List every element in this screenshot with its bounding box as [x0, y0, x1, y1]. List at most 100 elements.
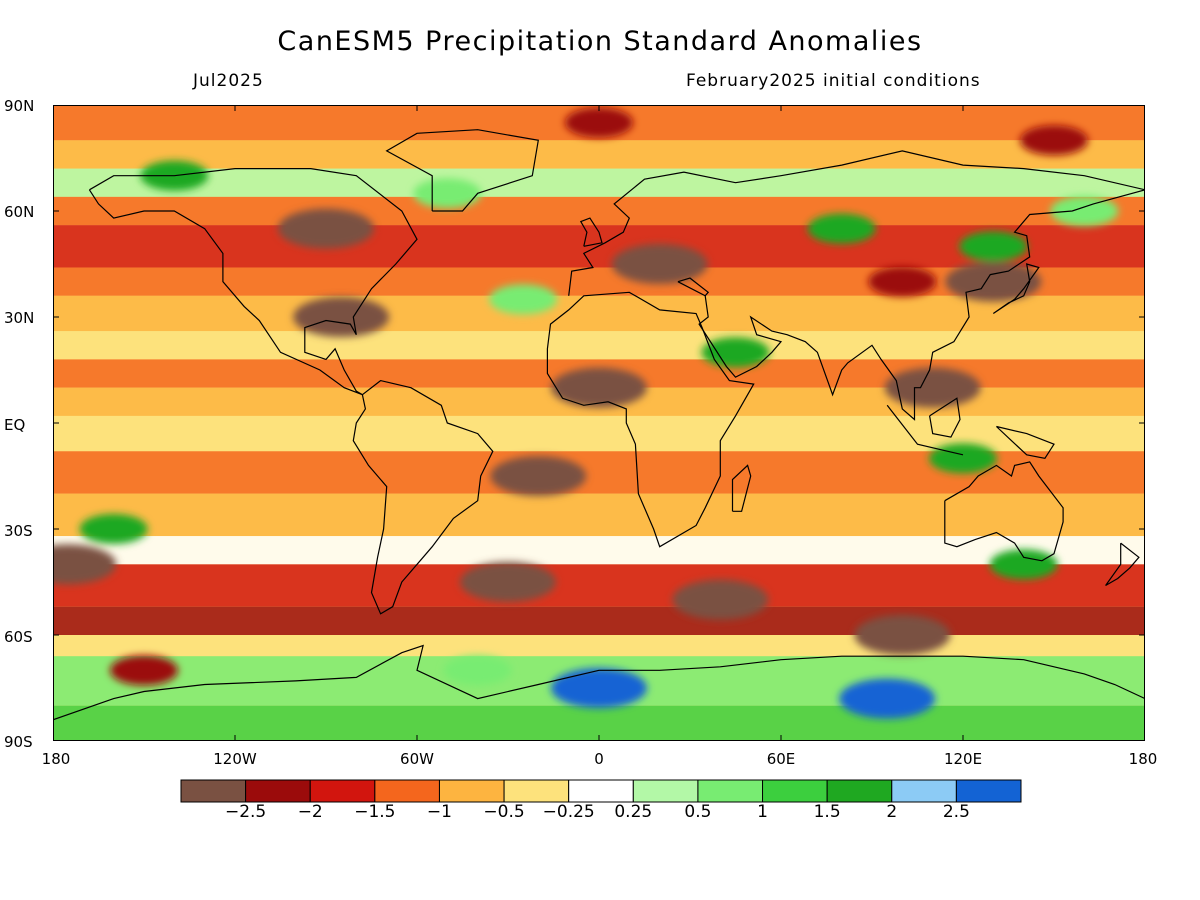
lat-label-60n: 60N — [4, 203, 35, 221]
anomaly-band — [53, 196, 1145, 226]
wet-anomaly-region — [807, 213, 876, 244]
coastlines — [53, 129, 1145, 721]
lon-label-180e: 180 — [1128, 750, 1158, 768]
lon-label-120w: 120W — [213, 750, 257, 768]
colorbar-swatch — [568, 779, 634, 803]
dry-anomaly-region — [884, 367, 981, 408]
coastline — [1105, 542, 1140, 587]
anomaly-bands — [53, 105, 1145, 741]
colorbar — [180, 779, 1022, 803]
wet-anomaly-region — [701, 337, 770, 368]
anomaly-band — [53, 493, 1145, 537]
colorbar-swatch — [245, 779, 311, 803]
anomaly-band — [53, 606, 1145, 635]
colorbar-tick-label: −2.5 — [224, 802, 267, 822]
coastline — [579, 217, 603, 247]
dry-anomaly-region — [854, 615, 951, 655]
colorbar-tick-label: −1.5 — [354, 802, 396, 822]
anomaly-band — [53, 536, 1145, 565]
colorbar-tick-label: −0.5 — [483, 802, 525, 822]
dry-anomaly-region — [110, 655, 178, 686]
colorbar-tick-label: −0.25 — [542, 802, 595, 822]
colorbar-swatch — [180, 779, 247, 803]
coastline — [698, 189, 1145, 421]
colorbar-tick-label: 1 — [757, 802, 768, 822]
lon-label-180w: 180 — [41, 750, 71, 768]
colorbar-tick-label: 0.25 — [614, 802, 653, 822]
initial-conditions-label: February2025 initial conditions — [686, 71, 981, 91]
dry-anomaly-region — [460, 562, 556, 602]
coastline — [352, 379, 494, 615]
colorbar-tick-label: 2 — [886, 802, 898, 822]
lat-label-30n: 30N — [4, 309, 35, 327]
wet-anomaly-region — [1050, 196, 1119, 226]
coastline — [546, 291, 755, 548]
wet-anomaly-region — [959, 231, 1028, 262]
colorbar-tick-label: −1 — [426, 802, 452, 822]
colorbar-swatch — [697, 779, 764, 803]
colorbar-swatch — [891, 779, 957, 803]
colorbar-tick-label: 0.5 — [684, 802, 712, 822]
lat-label-90n: 90N — [4, 97, 35, 115]
wet-anomaly-region — [79, 514, 148, 544]
dry-anomaly-region — [868, 266, 937, 297]
dry-anomaly-region — [278, 208, 374, 249]
colorbar-swatch — [309, 779, 376, 803]
dry-anomaly-region — [565, 107, 633, 138]
lon-label-60e: 60E — [766, 750, 796, 768]
anomaly-band — [53, 564, 1145, 607]
colorbar-swatch — [503, 779, 570, 803]
coastline — [731, 464, 752, 512]
page-title: CanESM5 Precipitation Standard Anomalies — [277, 26, 923, 57]
wet-anomaly-region — [929, 443, 997, 474]
coastline — [568, 150, 1145, 296]
anomaly-band — [53, 168, 1145, 197]
dry-anomaly-region — [551, 367, 647, 408]
lon-label-60w: 60W — [400, 750, 434, 768]
anomaly-band — [53, 635, 1145, 657]
dry-anomaly-region — [53, 544, 117, 585]
axis-ticks — [53, 105, 1145, 741]
dry-anomaly-region — [672, 579, 769, 620]
dry-anomaly-region — [293, 297, 390, 337]
colorbar-swatch — [762, 779, 828, 803]
wet-anomaly-region — [413, 178, 482, 209]
colorbar-tick-label: 1.5 — [813, 802, 841, 822]
coastline — [53, 644, 1145, 721]
colorbar-swatch — [955, 779, 1022, 803]
coastline — [677, 277, 710, 297]
coastline — [929, 397, 961, 438]
dry-anomaly-region — [490, 456, 587, 496]
coastline — [944, 461, 1064, 562]
colorbar-tick-label: −2 — [297, 802, 323, 822]
wet-anomaly-region — [989, 549, 1058, 580]
lon-label-0: 0 — [594, 750, 604, 768]
wet-anomaly-region — [443, 655, 512, 686]
coastline — [995, 425, 1055, 459]
colorbar-swatch — [438, 779, 505, 803]
wet-anomaly-region — [551, 668, 647, 708]
lat-label-30s: 30S — [4, 522, 33, 540]
anomaly-band — [53, 295, 1145, 332]
coastline — [385, 129, 539, 212]
lat-label-60s: 60S — [4, 628, 33, 646]
forecast-month: Jul2025 — [193, 71, 264, 91]
colorbar-swatch — [826, 779, 893, 803]
lon-label-120e: 120E — [943, 750, 983, 768]
lat-label-eq: EQ — [4, 416, 26, 434]
colorbar-tick-label: 2.5 — [942, 802, 970, 822]
anomaly-regions — [53, 107, 1119, 719]
coastline — [88, 168, 418, 396]
lat-label-90s: 90S — [4, 733, 33, 751]
dry-anomaly-region — [611, 244, 708, 284]
anomaly-map — [53, 105, 1145, 741]
dry-anomaly-region — [1020, 125, 1088, 156]
colorbar-swatch — [632, 779, 699, 803]
coastline — [886, 404, 964, 456]
anomaly-band — [53, 331, 1145, 360]
wet-anomaly-region — [839, 678, 936, 719]
anomaly-band — [53, 140, 1145, 169]
colorbar-swatch — [374, 779, 440, 803]
coastline — [992, 263, 1040, 314]
wet-anomaly-region — [489, 284, 558, 315]
